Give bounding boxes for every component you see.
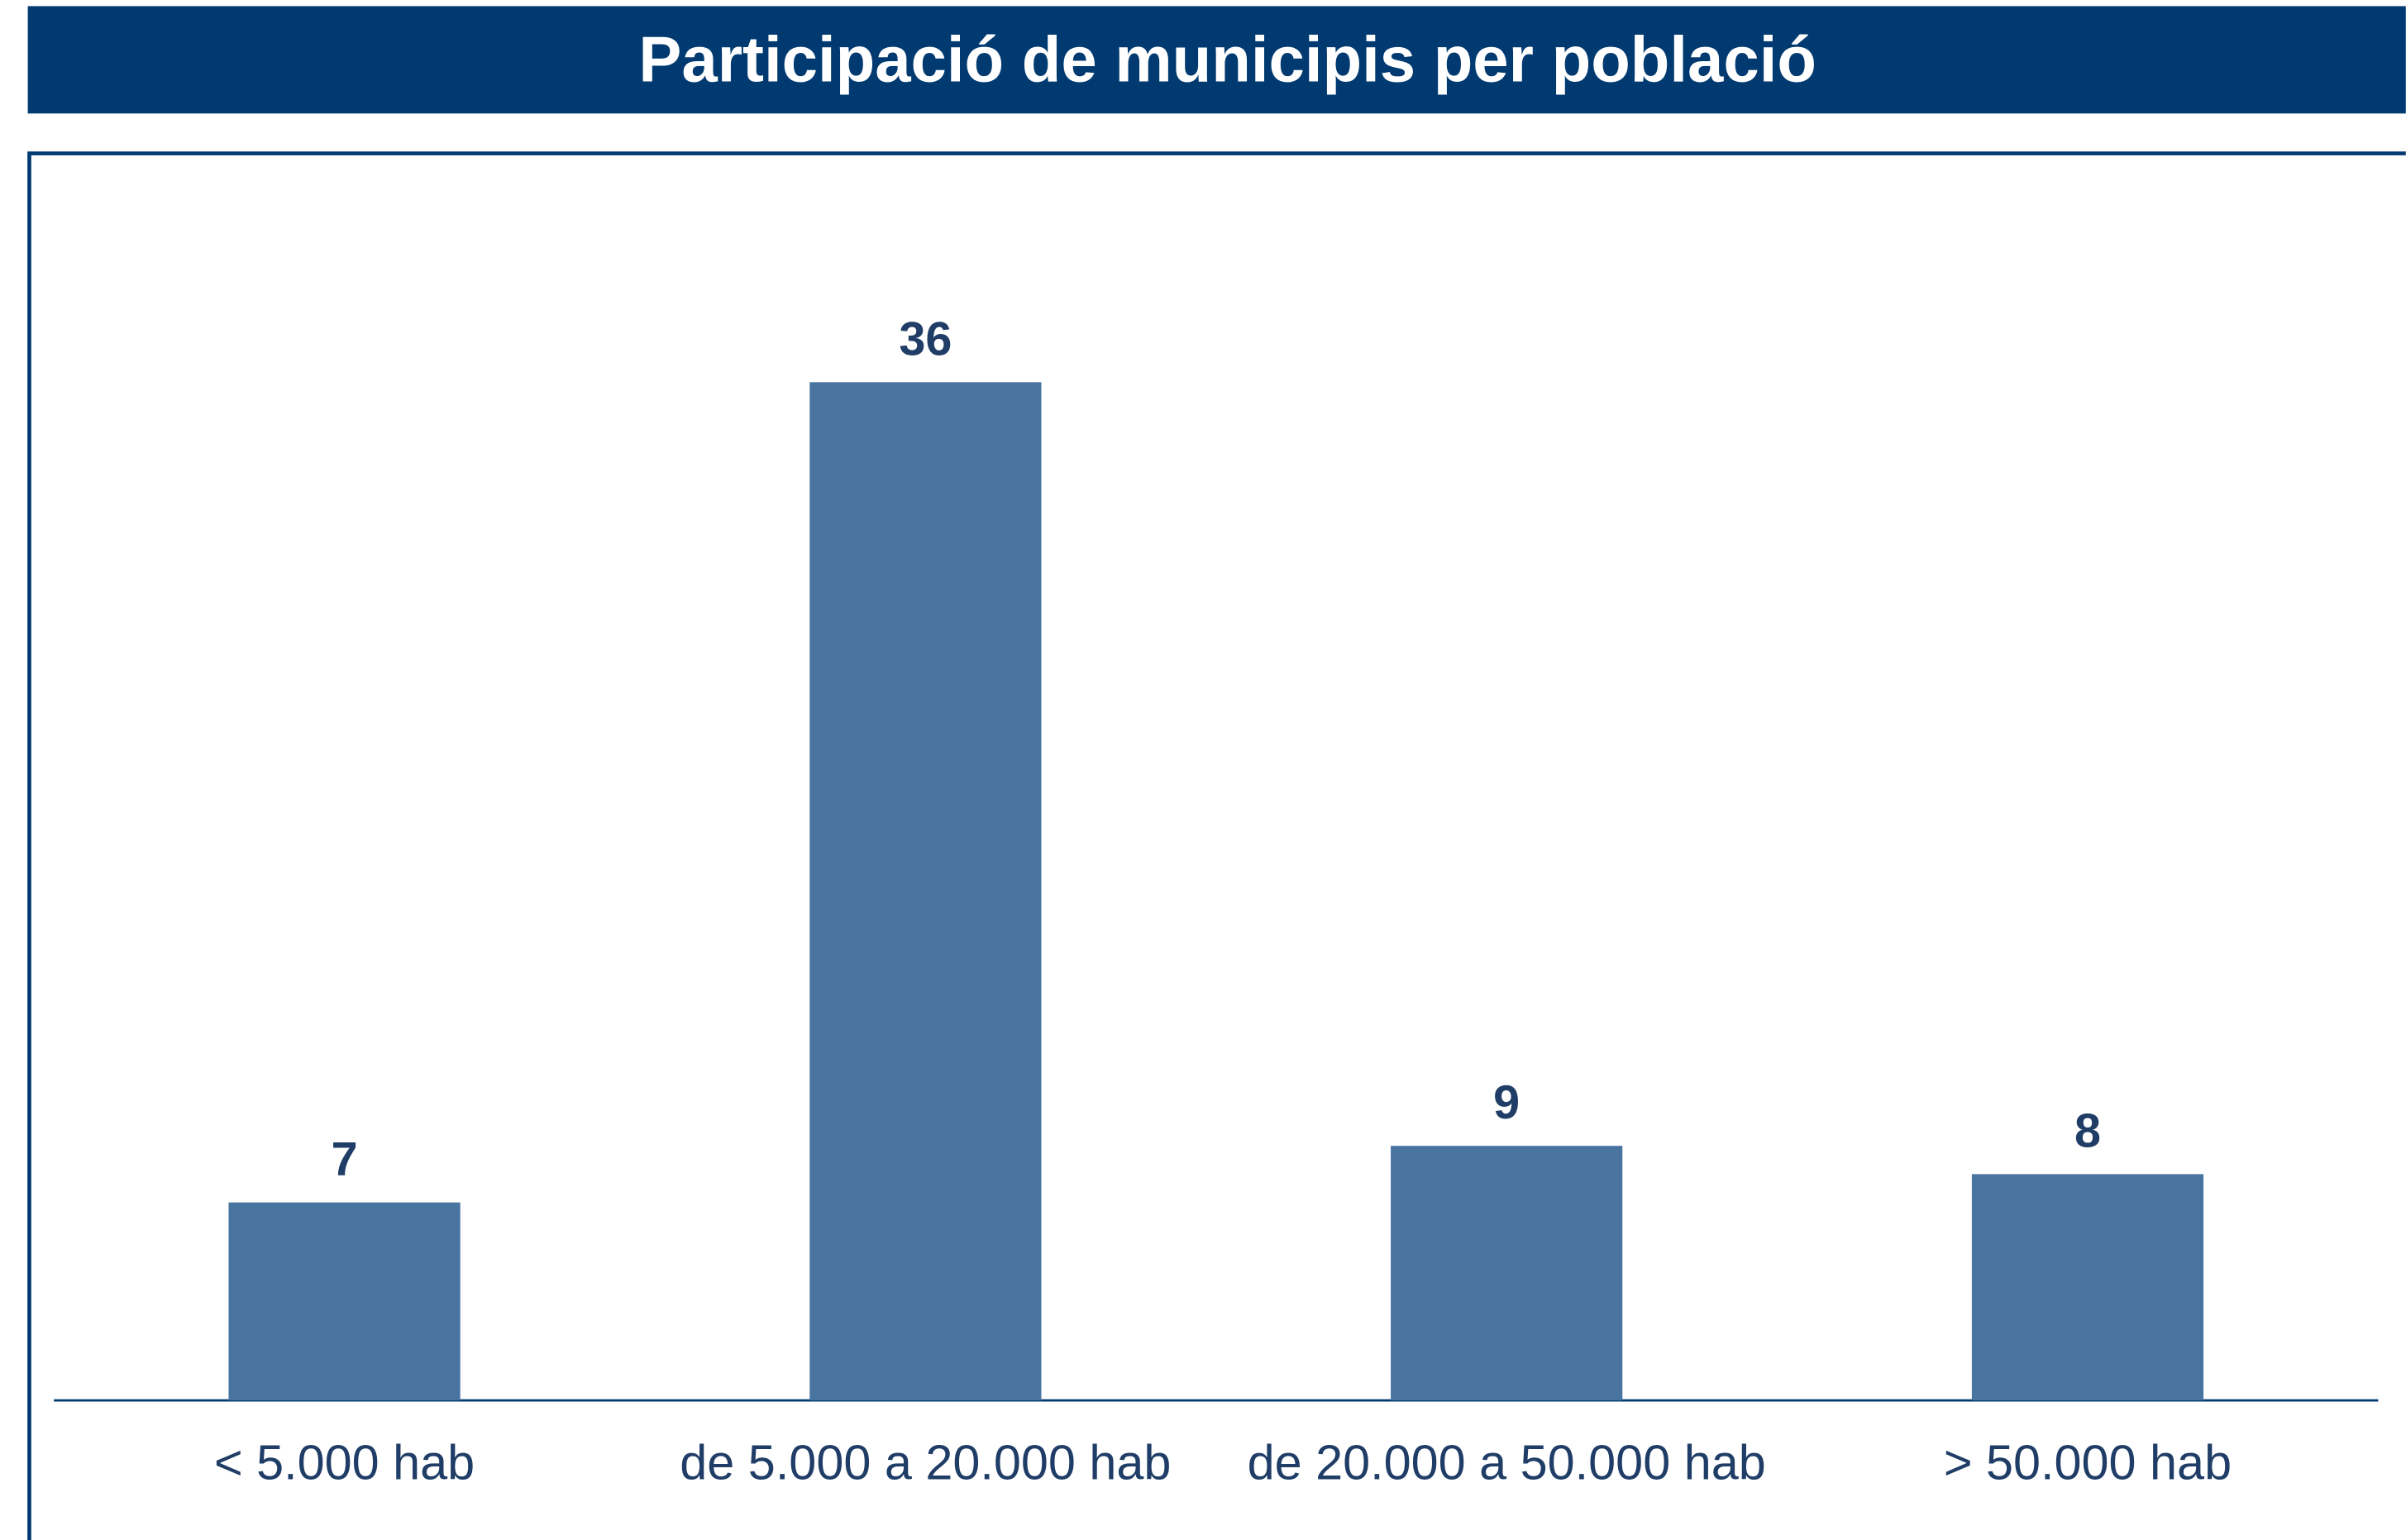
- chart-title: Participació de municipis per població: [638, 23, 1816, 96]
- bar: [1971, 1174, 2204, 1401]
- title-bar: [27, 6, 2406, 114]
- x-tick-label: < 5.000 hab: [214, 1435, 475, 1490]
- x-tick-label: de 5.000 a 20.000 hab: [680, 1435, 1171, 1490]
- value-label: 8: [2074, 1104, 2101, 1157]
- bar: [1391, 1146, 1623, 1401]
- x-tick-label: > 50.000 hab: [1944, 1435, 2232, 1490]
- value-label: 7: [332, 1133, 358, 1186]
- plot-frame: [27, 151, 2406, 1540]
- value-label: 9: [1493, 1076, 1520, 1129]
- bar: [809, 382, 1042, 1401]
- bar: [228, 1202, 461, 1401]
- x-tick-label: de 20.000 a 50.000 hab: [1248, 1435, 1766, 1490]
- value-label: 36: [899, 312, 952, 365]
